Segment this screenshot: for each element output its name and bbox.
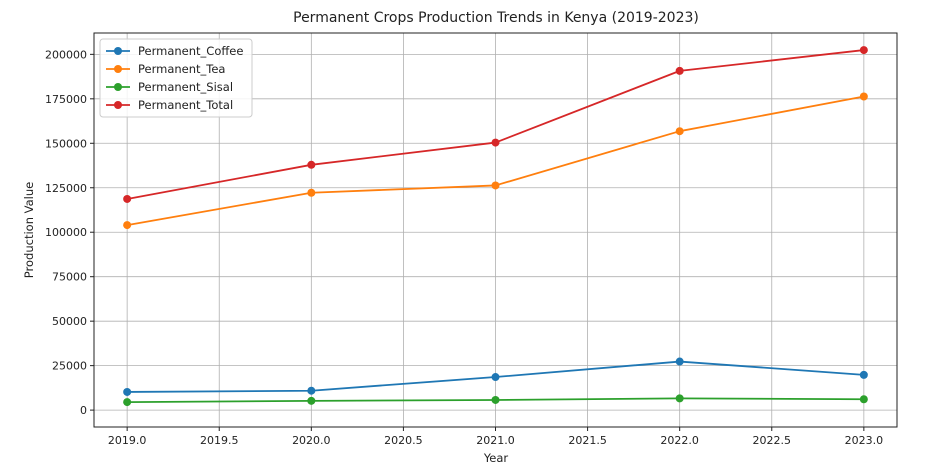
data-point-permanent-coffee — [307, 386, 316, 395]
data-point-permanent-total — [675, 66, 684, 75]
grid — [94, 33, 897, 427]
legend-label-permanent-sisal: Permanent_Sisal — [138, 80, 233, 94]
data-point-permanent-coffee — [123, 387, 132, 396]
legend-label-permanent-coffee: Permanent_Coffee — [138, 44, 243, 58]
x-tick-label: 2021.5 — [568, 434, 607, 447]
data-point-permanent-coffee — [675, 357, 684, 366]
y-tick-label: 75000 — [52, 271, 87, 284]
y-tick-label: 175000 — [45, 93, 87, 106]
data-point-permanent-coffee — [859, 370, 868, 379]
x-axis-title: Year — [483, 451, 509, 465]
y-tick-label: 150000 — [45, 137, 87, 150]
x-tick-label: 2022.5 — [753, 434, 792, 447]
data-point-permanent-coffee — [491, 373, 500, 382]
x-tick-label: 2020.5 — [384, 434, 423, 447]
x-tick-label: 2019.0 — [108, 434, 147, 447]
y-tick-label: 0 — [80, 404, 87, 417]
y-tick-label: 50000 — [52, 315, 87, 328]
data-point-permanent-total — [859, 46, 868, 55]
y-tick-label: 25000 — [52, 360, 87, 373]
legend-swatch-marker-permanent-coffee — [114, 47, 122, 55]
data-point-permanent-sisal — [307, 396, 316, 405]
chart-title: Permanent Crops Production Trends in Ken… — [293, 10, 699, 26]
data-point-permanent-sisal — [123, 398, 132, 407]
y-axis-title: Production Value — [22, 182, 36, 278]
x-axis-ticks: 2019.0 2019.5 2020.0 2020.5 2021.0 2021.5 2022… — [108, 427, 883, 447]
y-axis-ticks: 0 25000 50000 75000 100000 125000 150000 175000… — [45, 48, 94, 417]
legend-box — [99, 38, 253, 118]
y-tick-label: 200000 — [45, 48, 87, 61]
data-point-permanent-sisal — [859, 395, 868, 404]
data-point-permanent-tea — [675, 127, 684, 136]
legend-label-permanent-total: Permanent_Total — [138, 98, 233, 112]
x-tick-label: 2020.0 — [292, 434, 331, 447]
data-point-permanent-sisal — [675, 394, 684, 403]
series-layer — [123, 46, 868, 407]
legend-label-permanent-tea: Permanent_Tea — [138, 62, 225, 76]
legend-swatch-marker-permanent-tea — [114, 65, 122, 73]
data-point-permanent-sisal — [491, 395, 500, 404]
data-point-permanent-tea — [307, 188, 316, 197]
data-point-permanent-total — [307, 160, 316, 169]
legend-swatch-marker-permanent-total — [114, 101, 122, 109]
legend-swatch-marker-permanent-sisal — [114, 83, 122, 91]
x-tick-label: 2022.0 — [660, 434, 699, 447]
y-tick-label: 125000 — [45, 182, 87, 195]
data-point-permanent-total — [491, 138, 500, 147]
data-point-permanent-total — [123, 194, 132, 203]
data-point-permanent-tea — [491, 181, 500, 190]
x-tick-label: 2021.0 — [476, 434, 515, 447]
legend: Permanent_Coffee Permanent_Tea Permanent_S… — [99, 38, 253, 118]
x-tick-label: 2019.5 — [200, 434, 239, 447]
y-tick-label: 100000 — [45, 226, 87, 239]
data-point-permanent-tea — [859, 92, 868, 101]
x-tick-label: 2023.0 — [845, 434, 884, 447]
data-point-permanent-tea — [123, 221, 132, 230]
